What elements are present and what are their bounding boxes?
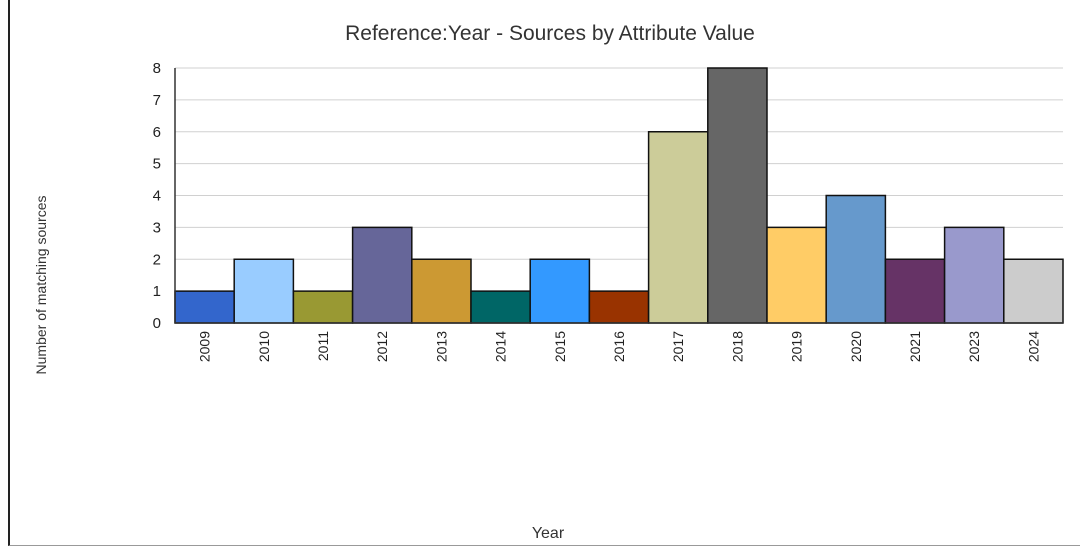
bar-2009 (174, 290, 235, 324)
x-tick-label: 2017 (670, 331, 686, 362)
x-tick-label: 2012 (374, 331, 390, 362)
bar-2019 (766, 226, 827, 324)
x-tick-label: 2015 (552, 331, 568, 362)
bar-2018 (707, 67, 768, 324)
y-tick-label: 7 (153, 92, 161, 109)
y-tick-label: 3 (153, 219, 161, 236)
bar-2013 (411, 258, 472, 324)
y-tick-label: 0 (153, 315, 161, 332)
bar-2021 (884, 258, 946, 324)
bar-2015 (529, 258, 591, 324)
bar-2020 (825, 194, 887, 324)
x-axis-categories: 2009 2010 2011 2012 2013 2014 2015 2016 2017 2018… (197, 331, 1042, 362)
y-tick-label: 5 (153, 156, 161, 173)
x-tick-label: 2013 (433, 331, 449, 362)
x-tick-label: 2023 (966, 331, 982, 362)
x-tick-label: 2014 (493, 331, 509, 362)
y-tick-label: 8 (153, 60, 161, 77)
x-tick-label: 2020 (848, 331, 864, 362)
y-tick-label: 2 (153, 251, 161, 268)
bar-2024 (1003, 258, 1064, 324)
y-tick-label: 4 (153, 188, 161, 205)
x-tick-label: 2021 (907, 331, 923, 362)
bar-2011 (292, 290, 354, 324)
bar-2017 (647, 131, 709, 324)
bar-2012 (351, 226, 413, 324)
x-tick-label: 2011 (315, 331, 331, 361)
x-tick-label: 2010 (256, 331, 272, 362)
bars (174, 67, 1064, 324)
bar-2010 (233, 258, 295, 324)
x-axis-label: Year (532, 525, 565, 542)
bar-2023 (943, 226, 1005, 324)
x-tick-label: 2019 (789, 331, 805, 362)
x-tick-label: 2009 (197, 331, 213, 362)
y-tick-label: 1 (153, 283, 161, 300)
x-tick-label: 2016 (611, 331, 627, 362)
y-axis-label: Number of matching sources (33, 196, 49, 375)
y-axis-ticks: 0 1 2 3 4 5 6 7 8 (153, 60, 161, 332)
y-tick-label: 6 (153, 124, 161, 141)
chart-title: Reference:Year - Sources by Attribute Va… (345, 22, 755, 45)
bar-2016 (588, 290, 650, 324)
bar-2014 (470, 290, 531, 324)
x-tick-label: 2024 (1025, 331, 1041, 362)
x-tick-label: 2018 (729, 331, 745, 362)
